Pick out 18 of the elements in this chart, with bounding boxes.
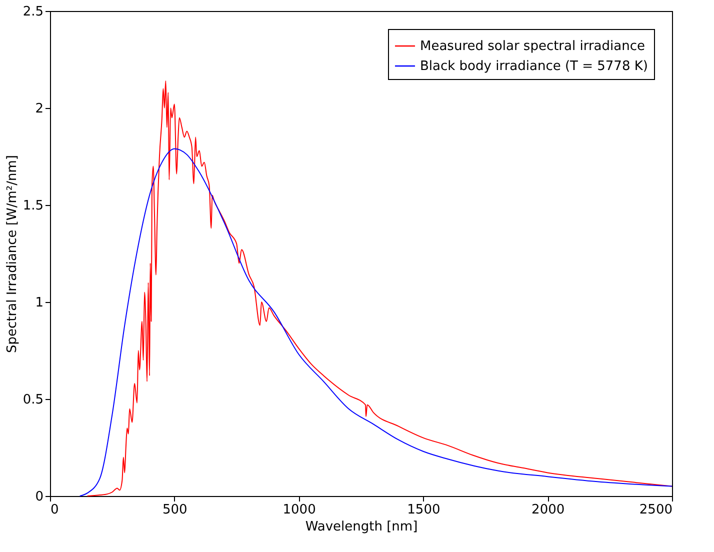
- y-tick-label: 0.5: [22, 392, 44, 408]
- x-tick-label: 500: [162, 502, 188, 518]
- x-tick-label: 2500: [639, 502, 672, 518]
- y-tick-label: 1: [35, 296, 44, 310]
- y-tick-label: 0: [35, 490, 44, 504]
- line-series: [79, 148, 672, 496]
- x-tick-label: 1500: [407, 502, 440, 518]
- legend-label: Black body irradiance (T = 5778 K): [420, 59, 648, 74]
- y-tick-label: 2.5: [22, 4, 44, 20]
- y-tick-label: 2: [35, 102, 44, 116]
- line-series: [86, 80, 672, 496]
- x-axis-title: Wavelength [nm]: [305, 520, 418, 534]
- x-tick-label: 0: [50, 502, 59, 518]
- y-axis-title: Spectral Irradiance [W/m²/nm]: [4, 155, 20, 353]
- y-tick-label: 1.5: [22, 198, 44, 214]
- x-tick-label: 2000: [532, 502, 565, 518]
- x-tick-label: 1000: [282, 502, 316, 518]
- legend-label: Measured solar spectral irradiance: [420, 39, 645, 54]
